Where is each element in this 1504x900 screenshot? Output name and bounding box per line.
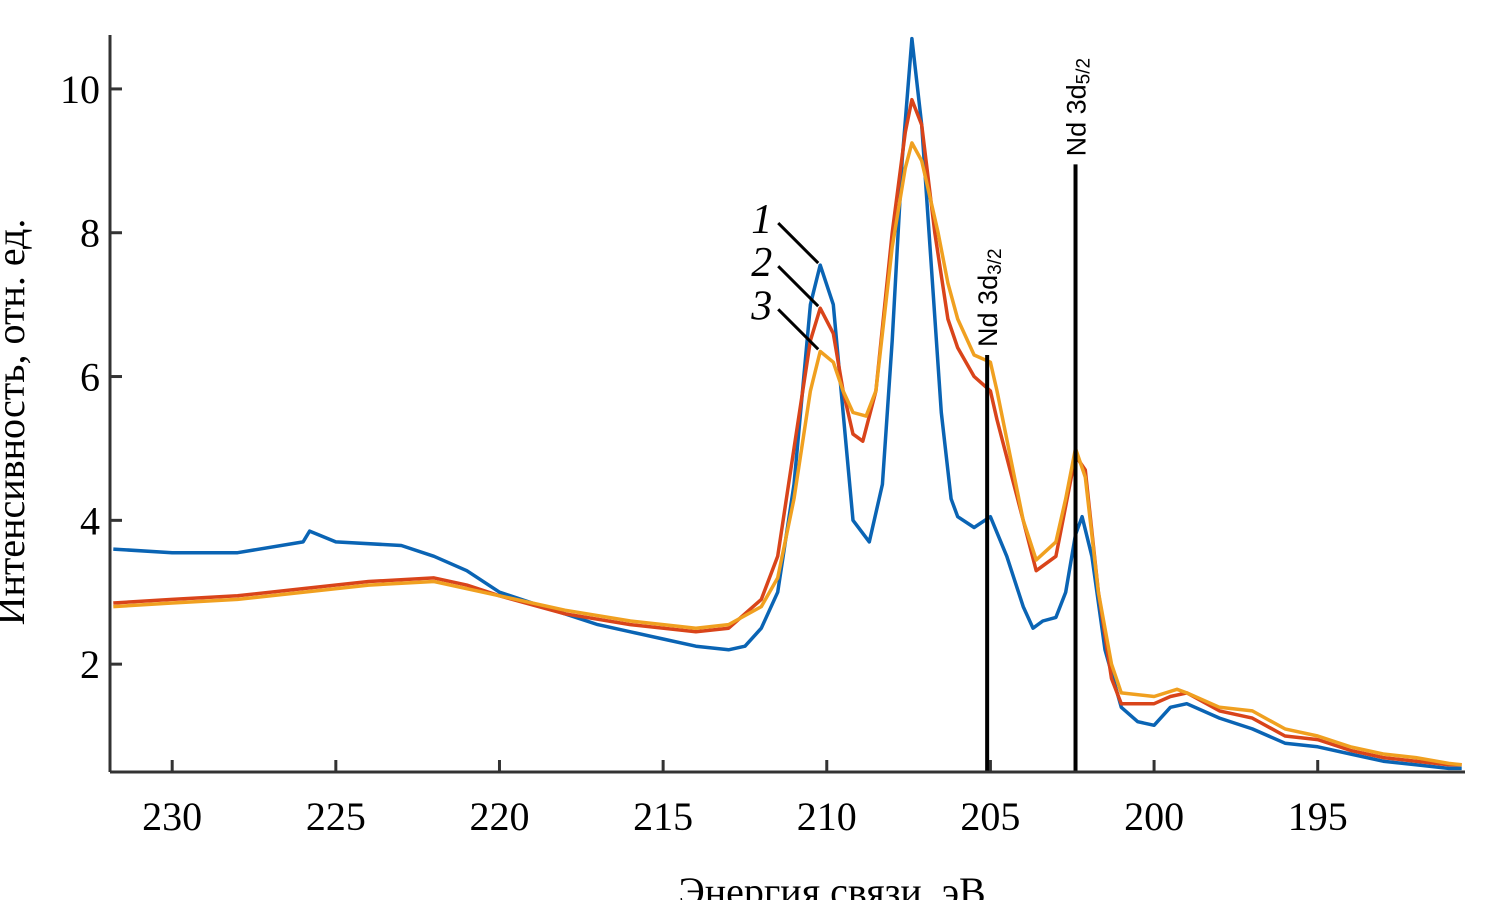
x-tick-label: 215 bbox=[633, 794, 693, 839]
series-line-3 bbox=[113, 141, 1462, 767]
x-tick-label: 210 bbox=[797, 794, 857, 839]
curve-label: 1 bbox=[751, 197, 772, 243]
curve-leader-line bbox=[777, 265, 820, 308]
curve-label: 3 bbox=[750, 283, 772, 329]
axes: 230 225 220 215 210 205 200 195 2 4 6 8 10 bbox=[60, 35, 1465, 839]
x-tick-label: 220 bbox=[469, 794, 529, 839]
x-tick-label: 200 bbox=[1124, 794, 1184, 839]
peak-label: Nd 3d3/2 bbox=[973, 248, 1006, 346]
peak-label-main: Nd 3d bbox=[973, 275, 1003, 347]
peak-label-main: Nd 3d bbox=[1062, 84, 1092, 156]
y-tick-label: 4 bbox=[80, 498, 100, 543]
y-tick-label: 8 bbox=[80, 211, 100, 256]
y-tick-label: 6 bbox=[80, 355, 100, 400]
peak-label-subscript: 5/2 bbox=[1074, 58, 1095, 84]
y-tick-label: 10 bbox=[60, 67, 100, 112]
x-tick-label: 230 bbox=[142, 794, 202, 839]
peak-label-subscript: 3/2 bbox=[985, 248, 1006, 274]
x-tick-label: 225 bbox=[306, 794, 366, 839]
x-tick-label: 205 bbox=[960, 794, 1020, 839]
x-axis-label: Энергия связи, эВ bbox=[678, 869, 985, 900]
curve-leader-line bbox=[777, 222, 820, 265]
peak-label: Nd 3d5/2 bbox=[1062, 58, 1095, 156]
y-axis-label: Интенсивность, отн. ед. bbox=[0, 219, 33, 626]
curve-leader-line bbox=[777, 308, 820, 351]
y-tick-label: 2 bbox=[80, 642, 100, 687]
series-line-2 bbox=[113, 97, 1462, 767]
x-tick-label: 195 bbox=[1288, 794, 1348, 839]
curve-label: 2 bbox=[751, 240, 772, 286]
series-line-1 bbox=[113, 36, 1462, 771]
series-layer bbox=[113, 36, 1462, 771]
